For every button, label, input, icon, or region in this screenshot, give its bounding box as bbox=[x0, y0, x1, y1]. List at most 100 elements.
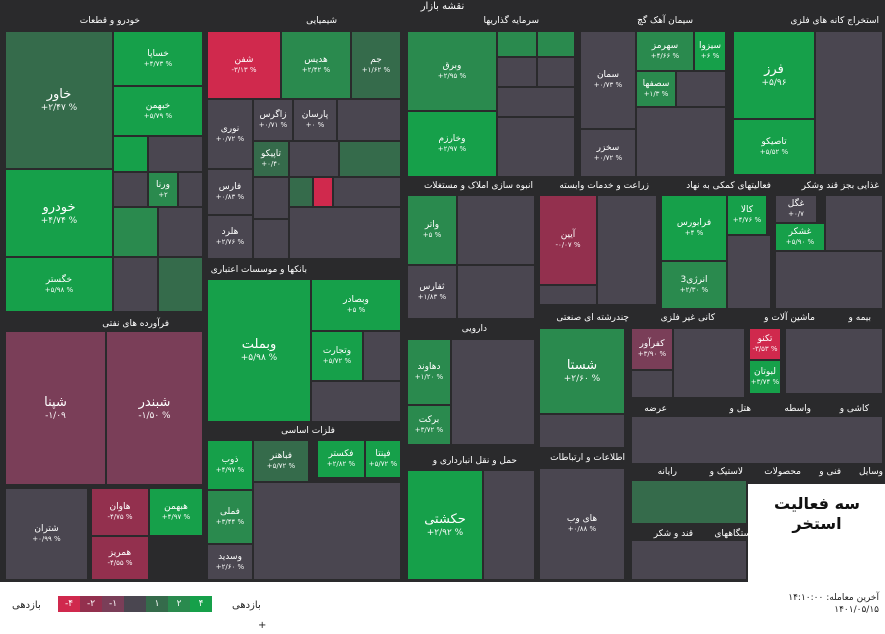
tile-vebargh[interactable]: وبرق +۲/۹۵ % bbox=[407, 31, 497, 111]
tile-ayin[interactable]: آیین -۰/۰۷ % bbox=[539, 195, 597, 285]
symbol-tile[interactable] bbox=[497, 57, 537, 87]
tile-shesta[interactable]: شستا +۲/۶۰ % bbox=[539, 328, 625, 414]
tile-fahagar[interactable]: فباهنر +۵/۷۲ % bbox=[253, 440, 309, 482]
symbol-tile[interactable] bbox=[727, 235, 771, 309]
symbol-tile[interactable] bbox=[311, 381, 401, 422]
symbol-tile[interactable] bbox=[673, 328, 745, 398]
tile-lotan[interactable]: لبوتان +۳/۷۴ % bbox=[749, 360, 781, 394]
tile-vetejarat[interactable]: وتجارت +۵/۷۲ % bbox=[311, 331, 363, 381]
tile-hamra[interactable]: هلرد +۲/۷۶ % bbox=[207, 215, 253, 259]
symbol-tile[interactable] bbox=[631, 370, 673, 398]
tile-khavar[interactable]: خاور +۲/۴۷ % bbox=[5, 31, 113, 169]
tile-fakashtar[interactable]: فکستر +۲/۸۲ % bbox=[317, 440, 365, 478]
tile-vekharazm[interactable]: وخارزم +۲/۹۷ % bbox=[407, 111, 497, 177]
tile-vesadid[interactable]: وسدید +۲/۶۰ % bbox=[207, 544, 253, 580]
symbol-tile[interactable] bbox=[339, 141, 401, 177]
symbol-tile[interactable] bbox=[537, 57, 575, 87]
symbol-tile[interactable] bbox=[457, 195, 535, 265]
tile-shebandar[interactable]: شبندر -۱/۵۰ % bbox=[106, 331, 203, 485]
tile-shetran[interactable]: شتران +۰/۹۹ % bbox=[5, 488, 88, 580]
symbol-tile[interactable] bbox=[113, 136, 148, 172]
tile-fars[interactable]: فارس +۰/۸۳ % bbox=[207, 169, 253, 215]
symbol-tile[interactable] bbox=[451, 339, 535, 445]
tile-shepna[interactable]: شپنا -۱/۰۹ bbox=[5, 331, 106, 485]
tile-faravaran[interactable]: فرابورس +۴ % bbox=[661, 195, 727, 261]
symbol-tile[interactable] bbox=[333, 177, 401, 207]
tile-kala[interactable]: کالا +۴/۷۶ % bbox=[727, 195, 767, 235]
symbol-tile[interactable] bbox=[597, 195, 657, 305]
tile-khebahman[interactable]: خبهمن +۵/۷۹ % bbox=[113, 86, 203, 136]
tile-zagros[interactable]: زاگرس +۰/۷۱ % bbox=[253, 99, 293, 141]
tile-tasiko[interactable]: تاصیکو +۵/۵۲ % bbox=[733, 119, 815, 175]
tile-sasiza[interactable]: سیزوا +۶ % bbox=[694, 31, 726, 71]
symbol-tile[interactable] bbox=[253, 219, 289, 259]
tile-ghegol[interactable]: غگل +۰/۷ bbox=[775, 195, 817, 223]
tile-hadis[interactable]: هدیس +۲/۴۲ % bbox=[281, 31, 351, 99]
tile-sakhazar[interactable]: سخزر +۰/۷۲ % bbox=[580, 129, 636, 177]
tile-deamavand[interactable]: دهاوند +۱/۲۰ % bbox=[407, 339, 451, 405]
symbol-tile[interactable] bbox=[636, 107, 726, 177]
tile-tekno[interactable]: تکنو -۳/۵۳ % bbox=[749, 328, 781, 360]
tile-energy3[interactable]: انرژی3 +۲/۳۰ % bbox=[661, 261, 727, 309]
symbol-tile[interactable] bbox=[676, 71, 726, 107]
tile-faraz[interactable]: فرز +۵/۹۶ bbox=[733, 31, 815, 119]
symbol-tile[interactable] bbox=[363, 331, 401, 381]
symbol-tile[interactable] bbox=[289, 177, 313, 207]
symbol-tile[interactable] bbox=[113, 207, 158, 257]
symbol-tile[interactable] bbox=[253, 177, 289, 219]
tile-hemriz[interactable]: همریز -۴/۵۵ % bbox=[91, 536, 149, 580]
tile-sasfaha[interactable]: سصفها +۱/۳ % bbox=[636, 71, 676, 107]
tile-parsan[interactable]: پارسان +۰ % bbox=[293, 99, 337, 141]
tile-hiweb[interactable]: های وب +۰/۸۸ % bbox=[539, 468, 625, 580]
tile-jam[interactable]: جم +۱/۶۲ % bbox=[351, 31, 401, 99]
tile-khegostar[interactable]: خگستر +۵/۹۸ % bbox=[5, 257, 113, 312]
symbol-tile[interactable] bbox=[148, 136, 203, 172]
symbol-tile[interactable] bbox=[178, 172, 203, 207]
tile-fepita[interactable]: فپنتا +۵/۷۲ % bbox=[365, 440, 401, 478]
symbol-tile[interactable] bbox=[537, 31, 575, 57]
symbol-tile[interactable] bbox=[631, 540, 747, 580]
tile-hekashti[interactable]: حکشتی +۲/۹۲ % bbox=[407, 470, 483, 580]
tile-vebemellat[interactable]: وبملت +۵/۹۸ % bbox=[207, 279, 311, 422]
symbol-tile[interactable] bbox=[289, 141, 339, 177]
tile-saman[interactable]: سمان +۰/۷۳ % bbox=[580, 31, 636, 129]
tile-vartan[interactable]: ورنا +۲ bbox=[148, 172, 178, 207]
symbol-tile[interactable] bbox=[825, 195, 883, 251]
symbol-tile[interactable] bbox=[539, 414, 625, 448]
tile-hebahman[interactable]: هبهمن +۴/۹۷ % bbox=[149, 488, 203, 536]
symbol-tile[interactable] bbox=[497, 87, 575, 117]
tile-tapiko[interactable]: تاپیکو +۰/۴۰ bbox=[253, 141, 289, 177]
symbol-tile[interactable] bbox=[631, 480, 747, 524]
symbol-tile[interactable] bbox=[113, 257, 158, 312]
symbol-tile[interactable] bbox=[457, 265, 535, 319]
symbol-tile[interactable] bbox=[815, 31, 883, 175]
symbol-tile[interactable] bbox=[158, 207, 203, 257]
tile-vatar[interactable]: واتر +۵ % bbox=[407, 195, 457, 265]
symbol-tile[interactable] bbox=[158, 257, 203, 312]
tile-khodro[interactable]: خودرو +۴/۷۴ % bbox=[5, 169, 113, 257]
tile-khouzan[interactable]: ذوب +۴/۹۷ % bbox=[207, 440, 253, 490]
tile-shaphan[interactable]: شفن -۳/۱۳ % bbox=[207, 31, 281, 99]
tile-barket[interactable]: برکت +۳/۷۲ % bbox=[407, 405, 451, 445]
symbol-tile[interactable] bbox=[497, 31, 537, 57]
symbol-tile[interactable] bbox=[631, 416, 883, 464]
symbol-tile[interactable] bbox=[785, 328, 883, 394]
tile-havan[interactable]: هاوان -۴/۷۵ % bbox=[91, 488, 149, 536]
tile-famali[interactable]: فملی +۳/۴۴ % bbox=[207, 490, 253, 544]
tile-khasapa[interactable]: خساپا +۴/۷۳ % bbox=[113, 31, 203, 86]
tile-kefaravar[interactable]: کفرآور +۳/۹۰ % bbox=[631, 328, 673, 370]
symbol-tile[interactable] bbox=[313, 177, 333, 207]
symbol-tile[interactable] bbox=[253, 482, 401, 580]
symbol-tile[interactable] bbox=[289, 207, 401, 259]
tile-tesfars[interactable]: ثفارس +۱/۸۳ % bbox=[407, 265, 457, 319]
tile-vebesader[interactable]: وبصادر +۵ % bbox=[311, 279, 401, 331]
symbol-tile[interactable] bbox=[539, 285, 597, 305]
tile-gheshkar[interactable]: غشکر +۵/۹۰ % bbox=[775, 223, 825, 251]
tile-sahromz[interactable]: سهرمز +۴/۶۶ % bbox=[636, 31, 694, 71]
tile-nouri[interactable]: نوری +۰/۷۲ % bbox=[207, 99, 253, 169]
symbol-tile[interactable] bbox=[337, 99, 401, 141]
symbol-tile[interactable] bbox=[775, 251, 883, 309]
symbol-tile[interactable] bbox=[113, 172, 148, 207]
symbol-tile[interactable] bbox=[483, 470, 535, 580]
symbol-tile[interactable] bbox=[497, 117, 575, 177]
